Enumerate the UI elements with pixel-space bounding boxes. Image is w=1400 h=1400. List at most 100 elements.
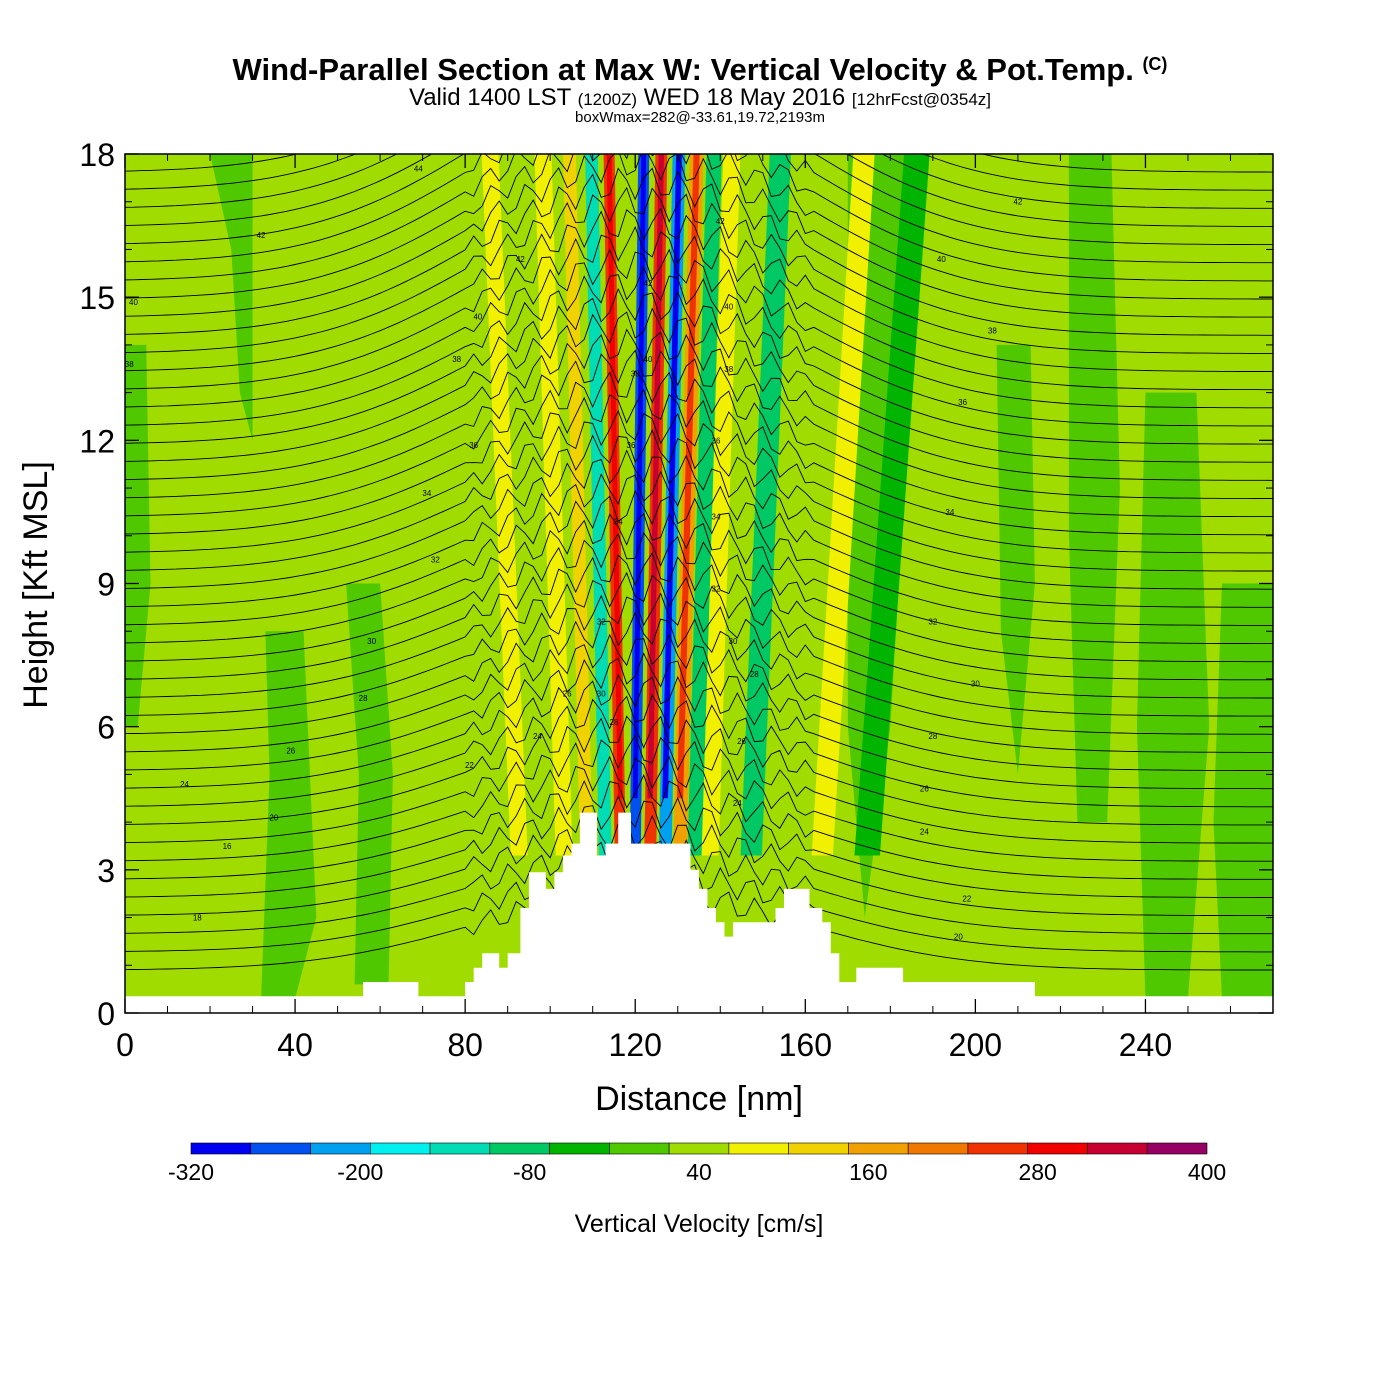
y-tick-label: 0	[97, 996, 115, 1032]
contour-label: 28	[359, 694, 368, 703]
theta-contour	[125, 266, 1273, 427]
downdraft-region	[210, 154, 253, 441]
contour-label: 38	[631, 370, 640, 379]
theta-contour	[125, 470, 1273, 608]
contour-label: 32	[928, 618, 937, 627]
contour-label: 36	[958, 398, 967, 407]
theta-contour	[125, 154, 1273, 282]
colorbar-swatch	[1027, 1142, 1088, 1155]
velocity-band-core	[647, 154, 665, 799]
theta-contour	[125, 225, 1273, 391]
contour-label: 24	[180, 780, 189, 789]
downdraft-region	[346, 583, 393, 985]
theta-contour	[125, 207, 1273, 372]
theta-contour	[125, 531, 1273, 663]
contour-label: 34	[712, 513, 721, 522]
velocity-band-core	[677, 154, 700, 799]
contour-label: 28	[750, 670, 759, 679]
velocity-band	[854, 154, 930, 856]
contour-label: 32	[597, 618, 606, 627]
theta-contour	[125, 167, 1273, 336]
x-tick-label: 120	[609, 1027, 662, 1063]
contour-label: 22	[465, 761, 474, 770]
theta-contour	[125, 694, 1273, 808]
terrain-mask	[125, 812, 1273, 1014]
theta-contour	[125, 349, 1273, 499]
theta-contour	[125, 186, 1273, 354]
theta-contour	[125, 592, 1273, 717]
y-tick-label: 18	[79, 137, 115, 173]
colorbar-swatch	[1087, 1142, 1148, 1155]
contour-label: 34	[614, 517, 623, 526]
colorbar-swatch	[967, 1142, 1029, 1155]
box-max-info: boxWmax=282@-33.61,19.72,2193m	[575, 109, 825, 126]
contour-label: 32	[712, 584, 721, 593]
theta-contour	[125, 449, 1273, 590]
theta-contour	[125, 287, 1273, 445]
theta-contour	[125, 429, 1273, 572]
downdraft-region	[1068, 154, 1120, 823]
theta-contour	[125, 795, 1273, 898]
contour-label: 26	[920, 785, 929, 794]
colorbar-swatch	[310, 1142, 371, 1155]
contour-label: 38	[988, 327, 997, 336]
contour-label: 38	[452, 355, 461, 364]
downdraft-region	[261, 631, 317, 999]
contour-label: 34	[945, 508, 954, 517]
x-axis-title: Distance [nm]	[595, 1080, 803, 1118]
contour-label: 44	[414, 164, 423, 173]
x-tick-label: 40	[277, 1027, 313, 1063]
colorbar-swatch	[549, 1142, 610, 1155]
colorbar-swatch	[788, 1142, 849, 1155]
contour-label: 26	[563, 689, 572, 698]
contour-label: 30	[367, 637, 376, 646]
theta-contour	[125, 154, 1273, 318]
contour-label: 22	[962, 894, 971, 903]
colorbar-label: -320	[168, 1159, 214, 1185]
velocity-band	[534, 154, 573, 856]
colorbar-label: -200	[337, 1159, 383, 1185]
velocity-band	[481, 154, 528, 856]
colorbar-swatch	[190, 1142, 252, 1155]
contour-label: 26	[286, 747, 295, 756]
forecast-info: [12hrFcst@0354z]	[851, 90, 992, 109]
theta-contour	[125, 328, 1273, 481]
theta-contour	[125, 154, 1273, 246]
contour-label: 28	[928, 732, 937, 741]
colorbar-swatch	[668, 1142, 730, 1155]
theta-contour	[125, 814, 1273, 917]
theta-contour	[125, 154, 1273, 300]
contour-label: 30	[597, 689, 606, 698]
theta-contour	[125, 652, 1273, 771]
colorbar-swatch	[369, 1142, 431, 1155]
theta-contour	[125, 835, 1273, 935]
contour-label: 24	[733, 799, 742, 808]
copyright-mark: (C)	[1142, 54, 1168, 74]
contour-label: 42	[644, 279, 653, 288]
downdraft-region	[1213, 583, 1273, 999]
theta-contour	[125, 490, 1273, 626]
x-tick-label: 80	[447, 1027, 483, 1063]
contour-label: 36	[469, 441, 478, 450]
contour-label: 40	[724, 303, 733, 312]
theta-contour	[125, 734, 1273, 844]
colorbar-label: 400	[1188, 1159, 1226, 1185]
theta-contour-labels: 44 42 42 40 40 38 38 36 34 32 30 28 26 24 20 16 18 22 24 26…	[125, 164, 1023, 941]
valid-time: Valid 1400 LST	[408, 84, 571, 111]
velocity-band	[811, 154, 875, 856]
terrain	[125, 812, 1273, 1014]
x-tick-label: 240	[1119, 1027, 1172, 1063]
x-tick-label: 200	[949, 1027, 1002, 1063]
x-tick-label: 0	[116, 1027, 134, 1063]
contour-label: 34	[422, 489, 431, 498]
x-tick-label: 160	[779, 1027, 832, 1063]
colorbar-label: 280	[1018, 1159, 1056, 1185]
contour-label: 40	[473, 312, 482, 321]
contour-label: 42	[257, 231, 266, 240]
contour-label: 38	[125, 360, 134, 369]
theta-contour	[125, 633, 1273, 753]
colorbar-label: 160	[849, 1159, 887, 1185]
colorbar-swatch	[250, 1142, 311, 1155]
